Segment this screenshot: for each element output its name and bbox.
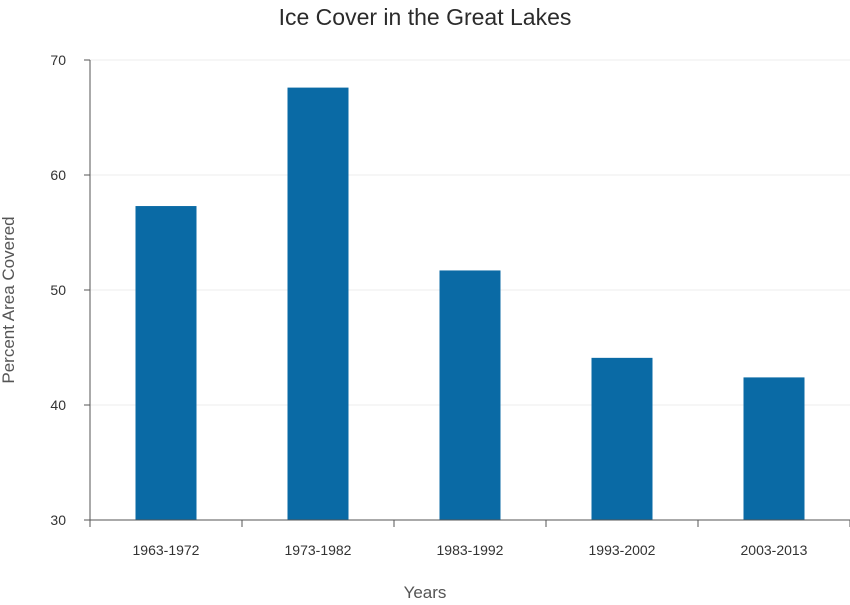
bar-1963-1972: [135, 206, 197, 521]
x-tick-label: 2003-2013: [741, 542, 808, 558]
x-tick-label: 1973-1982: [285, 542, 352, 558]
y-axis-title: Percent Area Covered: [0, 216, 18, 383]
x-axis-title: Years: [404, 583, 447, 600]
bar-1973-1982: [287, 87, 349, 520]
bar-2003-2013: [743, 377, 805, 520]
bar-1983-1992: [439, 270, 501, 520]
y-tick-label: 50: [50, 282, 66, 298]
bar-1993-2002: [591, 357, 653, 520]
x-tick-label: 1993-2002: [589, 542, 656, 558]
y-tick-label: 60: [50, 167, 66, 183]
y-tick-label: 40: [50, 397, 66, 413]
bars: [135, 87, 805, 521]
x-tick-label: 1963-1972: [133, 542, 200, 558]
x-tick-labels: 1963-1972 1973-1982 1983-1992 1993-2002 2003…: [133, 542, 808, 558]
y-tick-label: 30: [50, 512, 66, 528]
axes: [84, 59, 850, 527]
y-tick-label: 70: [50, 52, 66, 68]
x-tick-label: 1983-1992: [437, 542, 504, 558]
chart-title: Ice Cover in the Great Lakes: [279, 4, 572, 30]
y-tick-labels: 30 40 50 60 70: [50, 52, 66, 528]
